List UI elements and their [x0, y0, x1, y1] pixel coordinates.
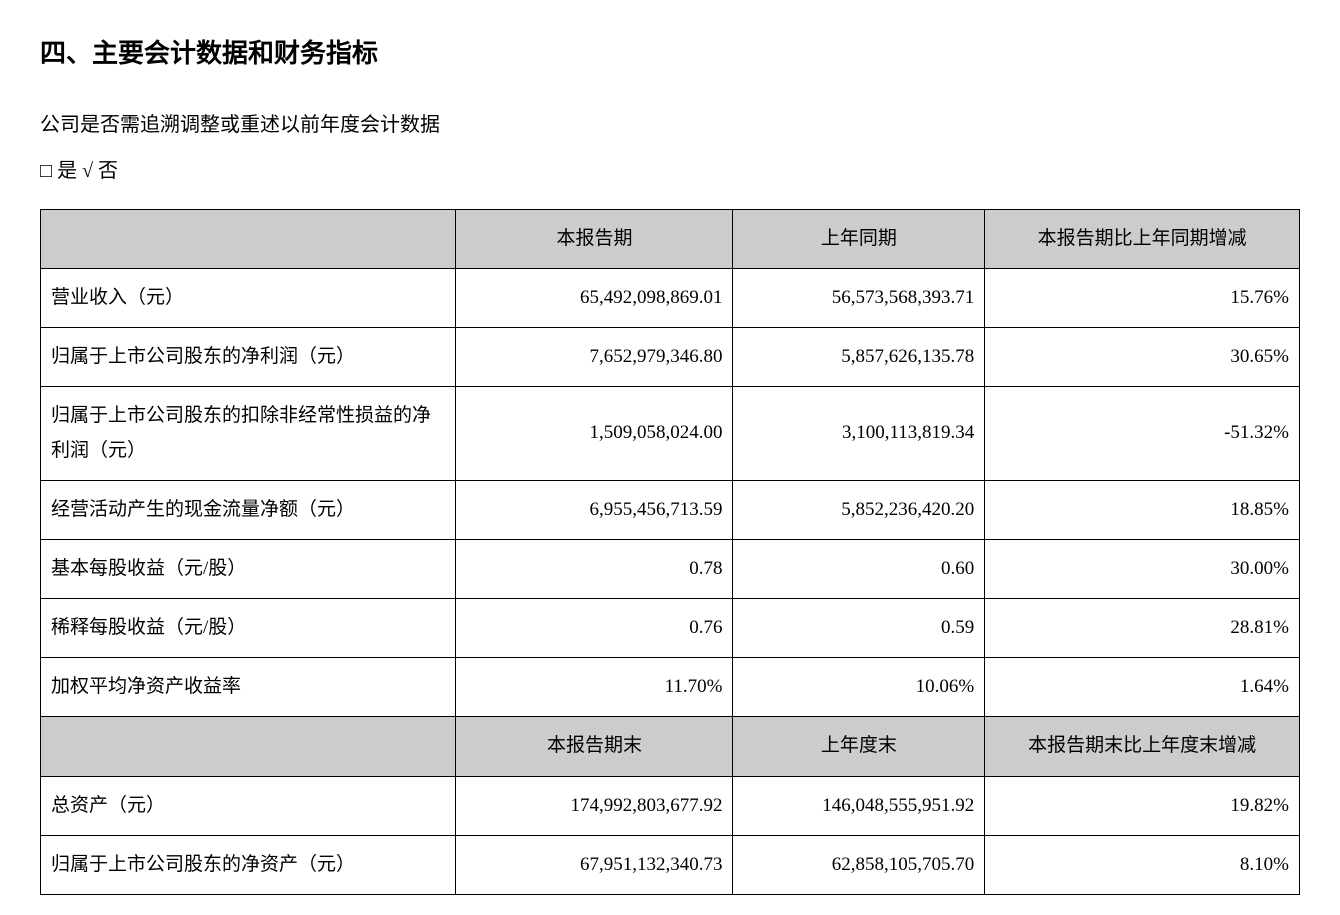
table-header-row: 本报告期 上年同期 本报告期比上年同期增减: [41, 209, 1300, 268]
row-current: 1,509,058,024.00: [456, 387, 733, 480]
row-change: 8.10%: [985, 835, 1300, 894]
table-row: 加权平均净资产收益率 11.70% 10.06% 1.64%: [41, 658, 1300, 717]
table-row: 归属于上市公司股东的扣除非经常性损益的净利润（元） 1,509,058,024.…: [41, 387, 1300, 480]
row-prior: 10.06%: [733, 658, 985, 717]
row-prior: 0.59: [733, 599, 985, 658]
row-label: 加权平均净资产收益率: [41, 658, 456, 717]
checkbox-answer: □ 是 √ 否: [40, 153, 1300, 189]
row-change: 1.64%: [985, 658, 1300, 717]
table-row: 归属于上市公司股东的净资产（元） 67,951,132,340.73 62,85…: [41, 835, 1300, 894]
table-row: 营业收入（元） 65,492,098,869.01 56,573,568,393…: [41, 268, 1300, 327]
col-header-blank: [41, 209, 456, 268]
row-current: 174,992,803,677.92: [456, 776, 733, 835]
row-prior: 56,573,568,393.71: [733, 268, 985, 327]
row-current: 7,652,979,346.80: [456, 328, 733, 387]
col-header-period-end: 本报告期末: [456, 717, 733, 776]
table-row: 稀释每股收益（元/股） 0.76 0.59 28.81%: [41, 599, 1300, 658]
col-header-change: 本报告期比上年同期增减: [985, 209, 1300, 268]
row-change: 19.82%: [985, 776, 1300, 835]
row-label: 归属于上市公司股东的净利润（元）: [41, 328, 456, 387]
table-subheader-row: 本报告期末 上年度末 本报告期末比上年度末增减: [41, 717, 1300, 776]
restatement-question: 公司是否需追溯调整或重述以前年度会计数据: [40, 107, 1300, 143]
row-change: -51.32%: [985, 387, 1300, 480]
row-change: 15.76%: [985, 268, 1300, 327]
row-prior: 62,858,105,705.70: [733, 835, 985, 894]
row-label: 稀释每股收益（元/股）: [41, 599, 456, 658]
row-change: 18.85%: [985, 480, 1300, 539]
row-label: 基本每股收益（元/股）: [41, 539, 456, 598]
table-row: 基本每股收益（元/股） 0.78 0.60 30.00%: [41, 539, 1300, 598]
col-header-blank: [41, 717, 456, 776]
row-label: 归属于上市公司股东的净资产（元）: [41, 835, 456, 894]
section-heading: 四、主要会计数据和财务指标: [40, 30, 1300, 77]
row-prior: 5,857,626,135.78: [733, 328, 985, 387]
row-current: 11.70%: [456, 658, 733, 717]
row-current: 0.78: [456, 539, 733, 598]
row-change: 30.65%: [985, 328, 1300, 387]
row-prior: 146,048,555,951.92: [733, 776, 985, 835]
row-prior: 3,100,113,819.34: [733, 387, 985, 480]
col-header-prior-year-end: 上年度末: [733, 717, 985, 776]
col-header-prior: 上年同期: [733, 209, 985, 268]
col-header-current: 本报告期: [456, 209, 733, 268]
row-change: 28.81%: [985, 599, 1300, 658]
row-prior: 0.60: [733, 539, 985, 598]
row-current: 65,492,098,869.01: [456, 268, 733, 327]
row-current: 0.76: [456, 599, 733, 658]
table-row: 经营活动产生的现金流量净额（元） 6,955,456,713.59 5,852,…: [41, 480, 1300, 539]
table-row: 总资产（元） 174,992,803,677.92 146,048,555,95…: [41, 776, 1300, 835]
row-label: 经营活动产生的现金流量净额（元）: [41, 480, 456, 539]
table-row: 归属于上市公司股东的净利润（元） 7,652,979,346.80 5,857,…: [41, 328, 1300, 387]
col-header-change-end: 本报告期末比上年度末增减: [985, 717, 1300, 776]
row-prior: 5,852,236,420.20: [733, 480, 985, 539]
financial-table: 本报告期 上年同期 本报告期比上年同期增减 营业收入（元） 65,492,098…: [40, 209, 1300, 895]
row-current: 67,951,132,340.73: [456, 835, 733, 894]
row-change: 30.00%: [985, 539, 1300, 598]
row-label: 总资产（元）: [41, 776, 456, 835]
row-label: 营业收入（元）: [41, 268, 456, 327]
row-label: 归属于上市公司股东的扣除非经常性损益的净利润（元）: [41, 387, 456, 480]
row-current: 6,955,456,713.59: [456, 480, 733, 539]
